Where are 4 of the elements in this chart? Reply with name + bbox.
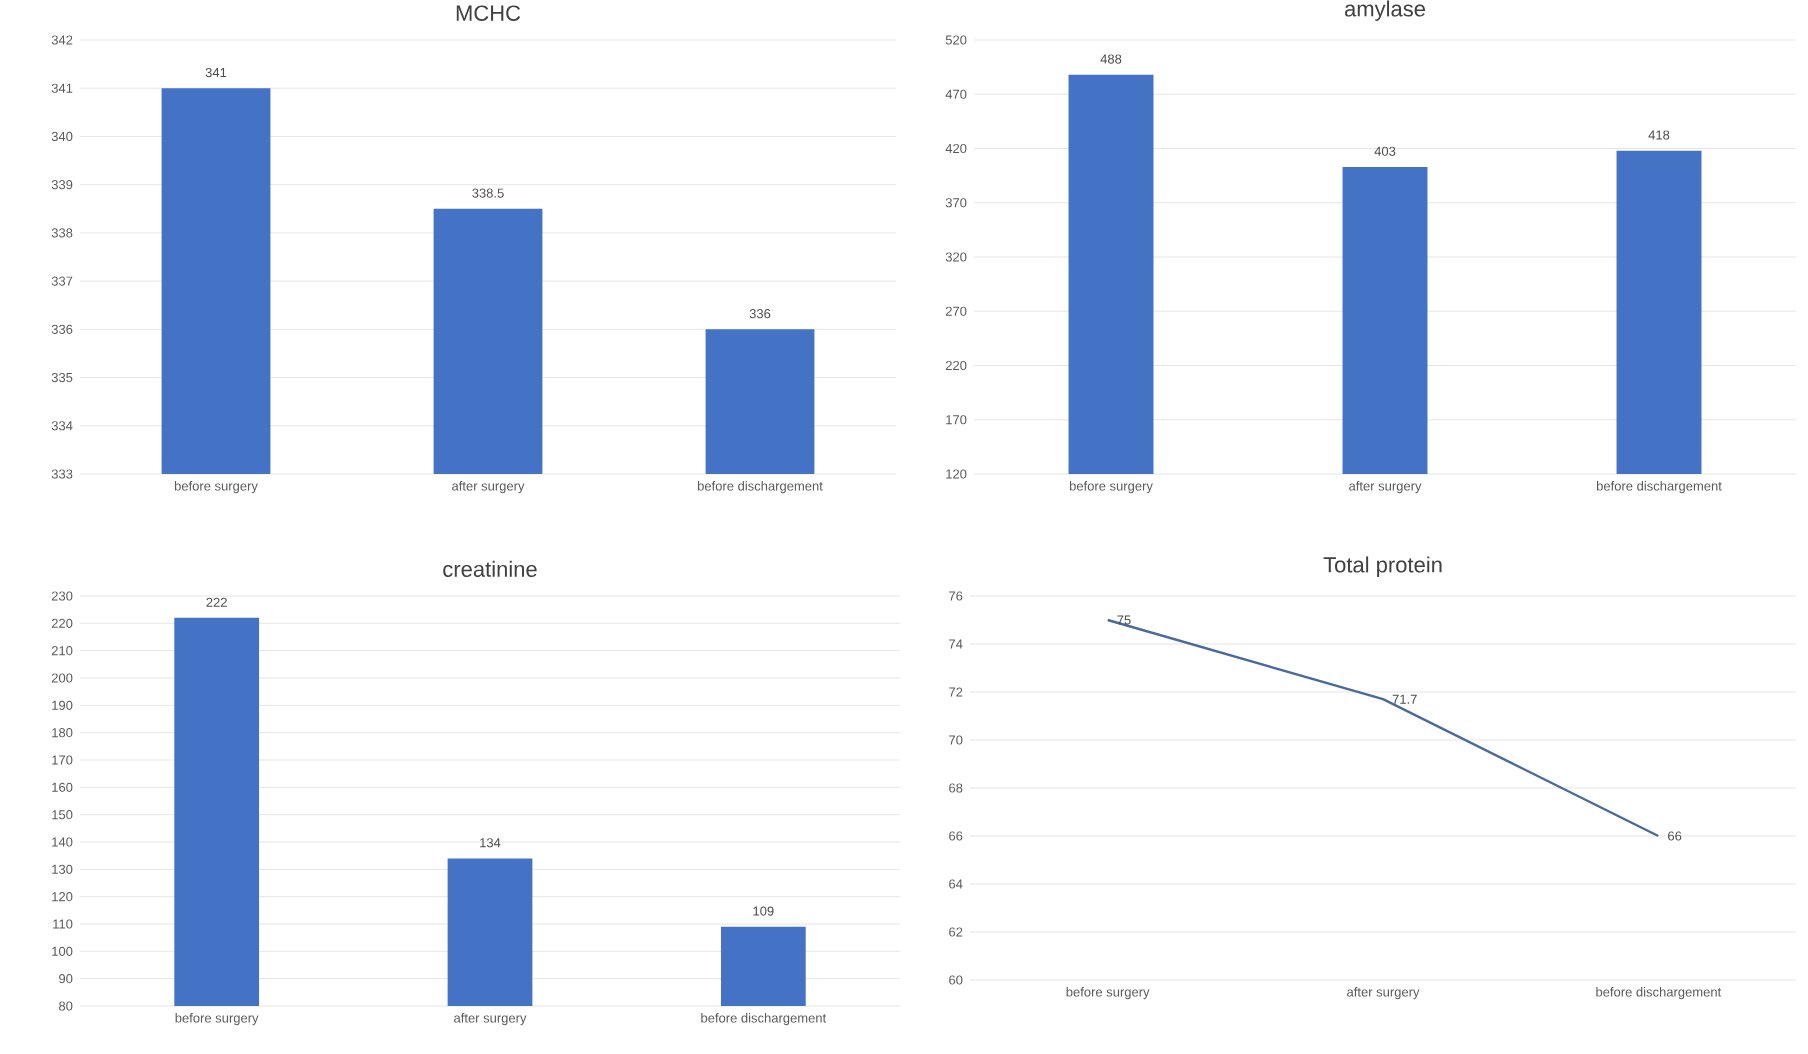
chart-title: creatinine [443,560,537,577]
chart-title: Total protein [1323,556,1442,577]
chart-title: amylase [1345,0,1425,21]
chart-title: MCHC [456,5,521,21]
